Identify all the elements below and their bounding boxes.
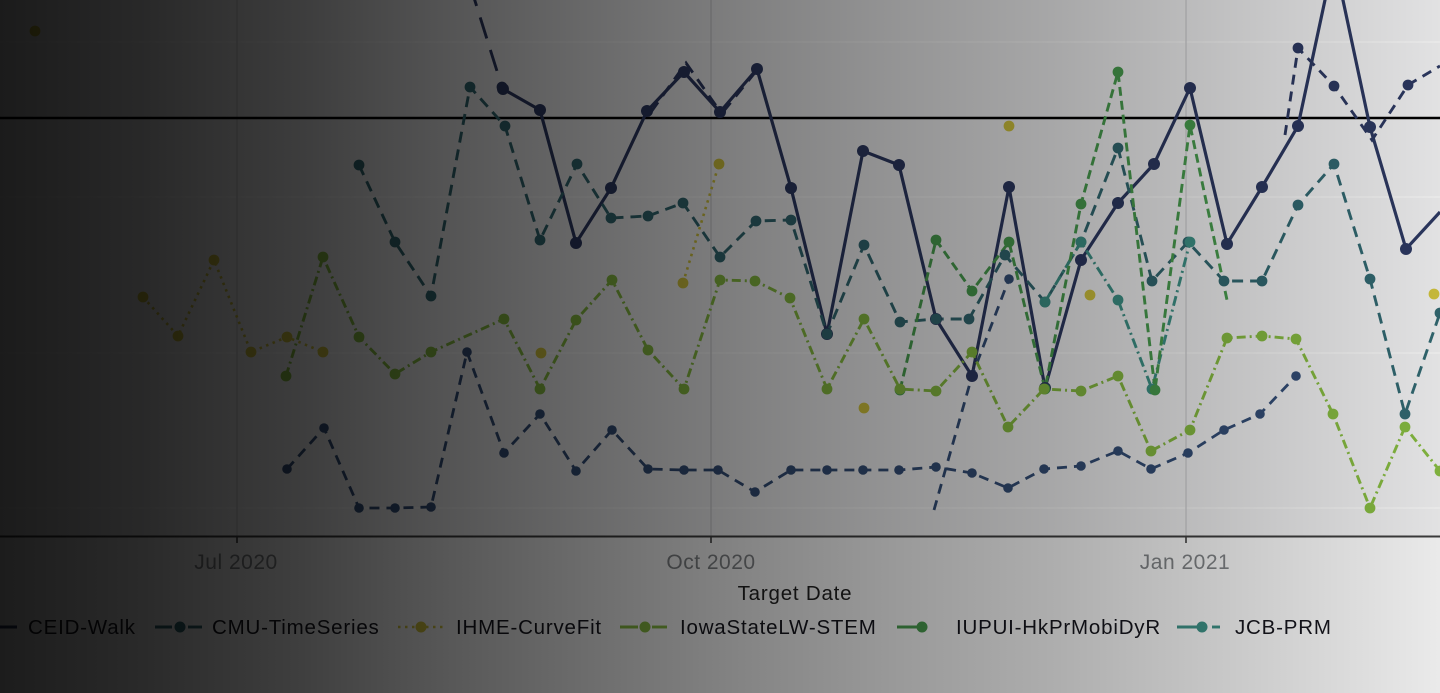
svg-text:JCB-PRM: JCB-PRM: [1235, 616, 1332, 639]
svg-text:IUPUI-HkPrMobiDyR: IUPUI-HkPrMobiDyR: [956, 616, 1161, 639]
svg-text:CEID-Walk: CEID-Walk: [28, 616, 136, 639]
svg-text:CMU-TimeSeries: CMU-TimeSeries: [212, 616, 380, 639]
svg-text:IHME-CurveFit: IHME-CurveFit: [456, 616, 602, 639]
svg-text:Target Date: Target Date: [738, 582, 853, 605]
svg-text:IowaStateLW-STEM: IowaStateLW-STEM: [680, 616, 877, 639]
svg-text:Jul 2020: Jul 2020: [194, 551, 277, 574]
svg-text:Jan 2021: Jan 2021: [1140, 551, 1230, 574]
svg-text:Oct 2020: Oct 2020: [666, 551, 755, 574]
